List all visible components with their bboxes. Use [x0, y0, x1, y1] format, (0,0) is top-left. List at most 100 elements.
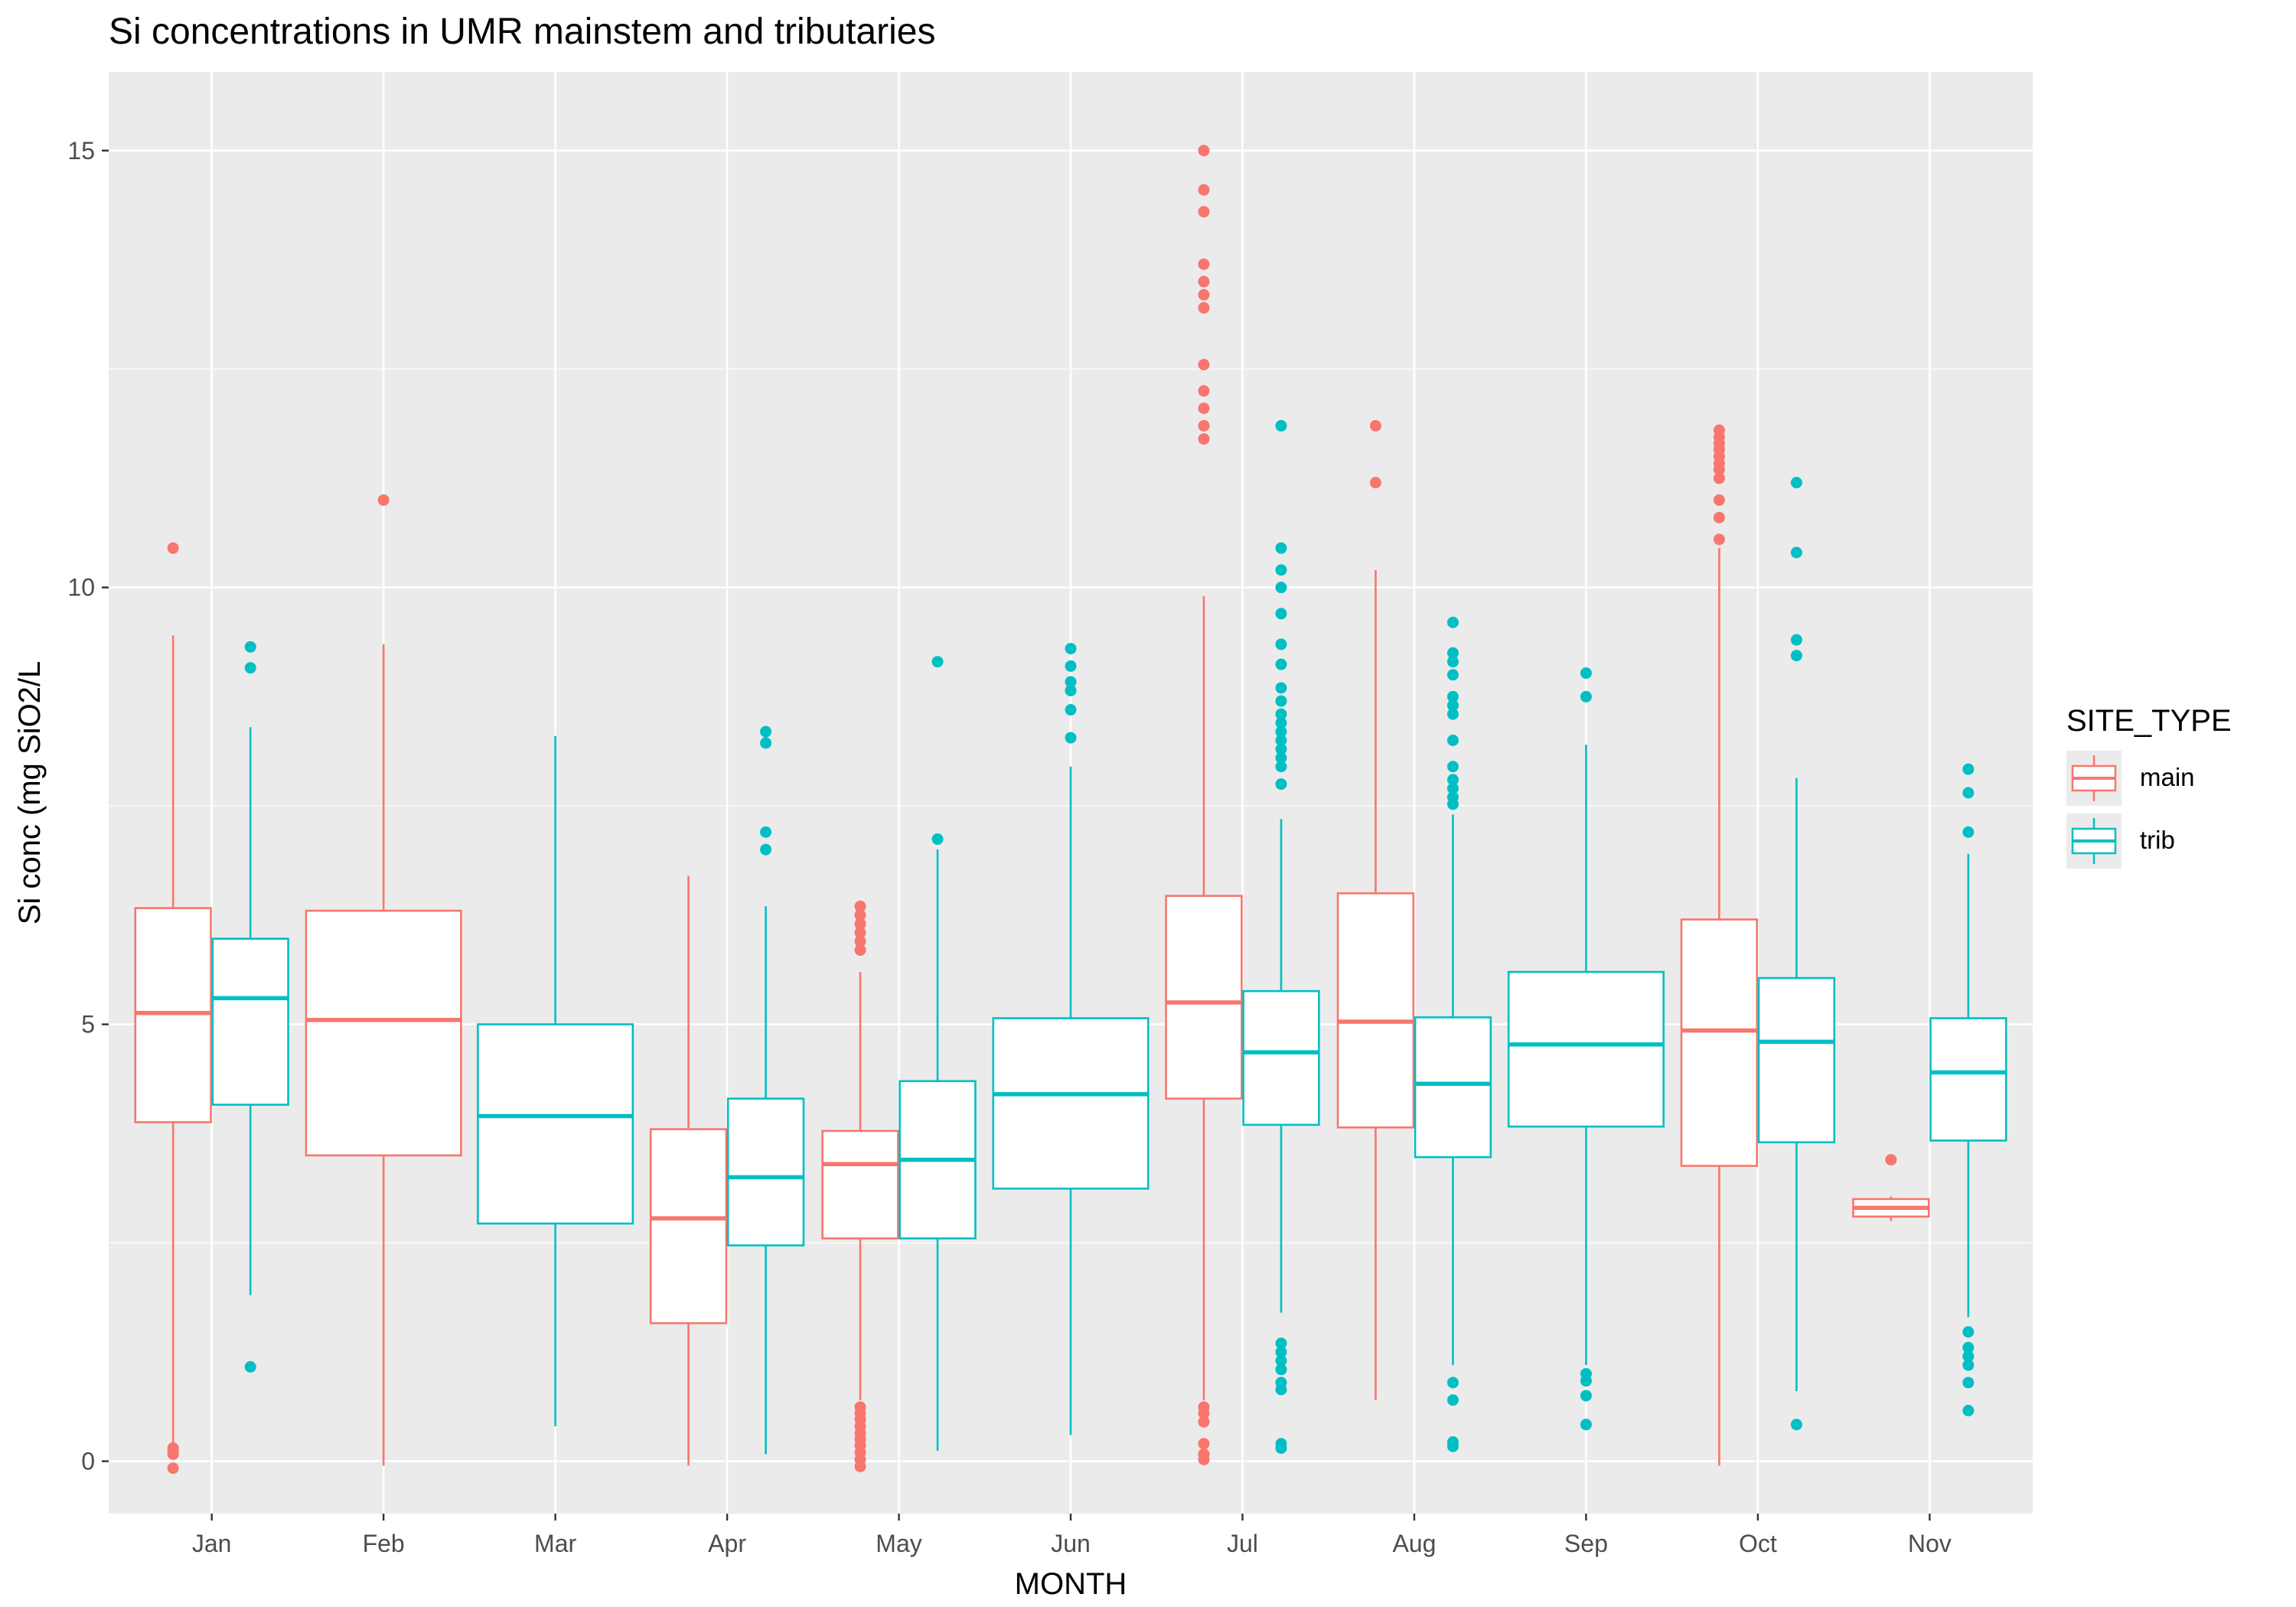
outlier-point [1962, 1377, 1975, 1389]
chart-title: Si concentrations in UMR mainstem and tr… [109, 11, 936, 52]
outlier-point [1275, 695, 1287, 707]
outlier-point [1446, 647, 1459, 659]
outlier-point [760, 737, 772, 749]
legend-title: SITE_TYPE [2066, 704, 2232, 738]
y-axis-title: Si conc (mg SiO2/L [13, 661, 47, 925]
outlier-point [1275, 743, 1287, 755]
outlier-point [1446, 656, 1459, 668]
outlier-point [760, 826, 772, 838]
outlier-point [1790, 546, 1802, 559]
outlier-point [1065, 676, 1077, 688]
x-tick-label: Oct [1739, 1530, 1777, 1557]
box-body [821, 1129, 899, 1240]
outlier-point [1198, 302, 1210, 314]
outlier-point [1275, 725, 1287, 738]
outlier-point [167, 1462, 179, 1475]
outlier-point [244, 1361, 256, 1373]
outlier-point [1962, 1404, 1975, 1416]
outlier-point [1198, 433, 1210, 445]
outlier-point [1885, 1154, 1897, 1166]
outlier-point [1275, 717, 1287, 729]
outlier-point [760, 843, 772, 856]
outlier-point [1275, 1384, 1287, 1396]
outlier-point [167, 1448, 179, 1460]
box-body [992, 1017, 1150, 1190]
outlier-point [854, 900, 866, 912]
outlier-point [1713, 472, 1725, 484]
outlier-point [1275, 761, 1287, 773]
box-trib-jan [211, 641, 289, 1373]
outlier-point [1198, 359, 1210, 371]
box-trib-jul [1242, 419, 1320, 1454]
outlier-point [1198, 275, 1210, 288]
outlier-point [1198, 403, 1210, 415]
outlier-point [1198, 184, 1210, 196]
box-body [1929, 1017, 2007, 1142]
outlier-point [1198, 1438, 1210, 1450]
box-main-jan [134, 542, 212, 1475]
box-body [477, 1023, 634, 1225]
box-trib-may [899, 656, 977, 1451]
outlier-point [1446, 708, 1459, 720]
outlier-point [244, 662, 256, 674]
outlier-point [1275, 682, 1287, 694]
outlier-point [1198, 1407, 1210, 1420]
outlier-point [1198, 258, 1210, 270]
outlier-point [931, 833, 944, 846]
outlier-point [1790, 634, 1802, 646]
box-body [305, 909, 462, 1157]
outlier-point [167, 542, 179, 554]
legend-item-trib: trib [2066, 813, 2232, 869]
outlier-point [1065, 732, 1077, 744]
y-tick-label: 15 [67, 137, 95, 165]
outlier-point [1962, 787, 1975, 799]
x-tick-label: Jan [192, 1530, 232, 1557]
x-tick-label: May [876, 1530, 921, 1557]
box-body [1336, 892, 1415, 1129]
outlier-point [854, 918, 866, 930]
box-trib-nov [1929, 763, 2007, 1416]
outlier-point [1275, 564, 1287, 576]
x-tick-label: Nov [1908, 1530, 1952, 1557]
outlier-point [1446, 1377, 1459, 1389]
box-body [726, 1097, 805, 1247]
outlier-point [1790, 477, 1802, 489]
box-trib-sep [1507, 667, 1665, 1431]
outlier-point [1713, 494, 1725, 506]
outlier-point [1275, 542, 1287, 554]
x-tick-label: Sep [1564, 1530, 1608, 1557]
outlier-point [1790, 1419, 1802, 1431]
outlier-point [1446, 699, 1459, 712]
box-trib-mar [477, 735, 634, 1426]
outlier-point [1065, 660, 1077, 672]
box-body [1242, 989, 1320, 1126]
legend: SITE_TYPE main trib [2066, 704, 2232, 869]
outlier-point [1275, 419, 1287, 432]
box-main-aug [1336, 419, 1415, 1400]
box-trib-jun [992, 643, 1150, 1436]
box-body [1165, 895, 1243, 1100]
box-trib-apr [726, 725, 805, 1455]
outlier-point [1446, 734, 1459, 746]
y-tick-label: 0 [81, 1447, 95, 1475]
outlier-point [854, 909, 866, 921]
outlier-point [1275, 1442, 1287, 1454]
legend-key-main [2066, 751, 2122, 806]
outlier-point [1275, 734, 1287, 746]
outlier-point [1369, 477, 1381, 489]
outlier-point [1198, 385, 1210, 397]
box-main-may [821, 900, 899, 1472]
outlier-point [1446, 1394, 1459, 1407]
x-axis-title: MONTH [1015, 1567, 1127, 1601]
outlier-point [1713, 464, 1725, 476]
box-body [134, 907, 212, 1123]
y-tick-label: 10 [67, 574, 95, 601]
box-main-oct [1680, 424, 1759, 1466]
box-trib-aug [1414, 616, 1492, 1452]
outlier-point [1275, 1346, 1287, 1358]
outlier-point [377, 494, 390, 506]
outlier-point [854, 927, 866, 939]
outlier-point [1962, 1341, 1975, 1354]
box-body [1414, 1016, 1492, 1159]
